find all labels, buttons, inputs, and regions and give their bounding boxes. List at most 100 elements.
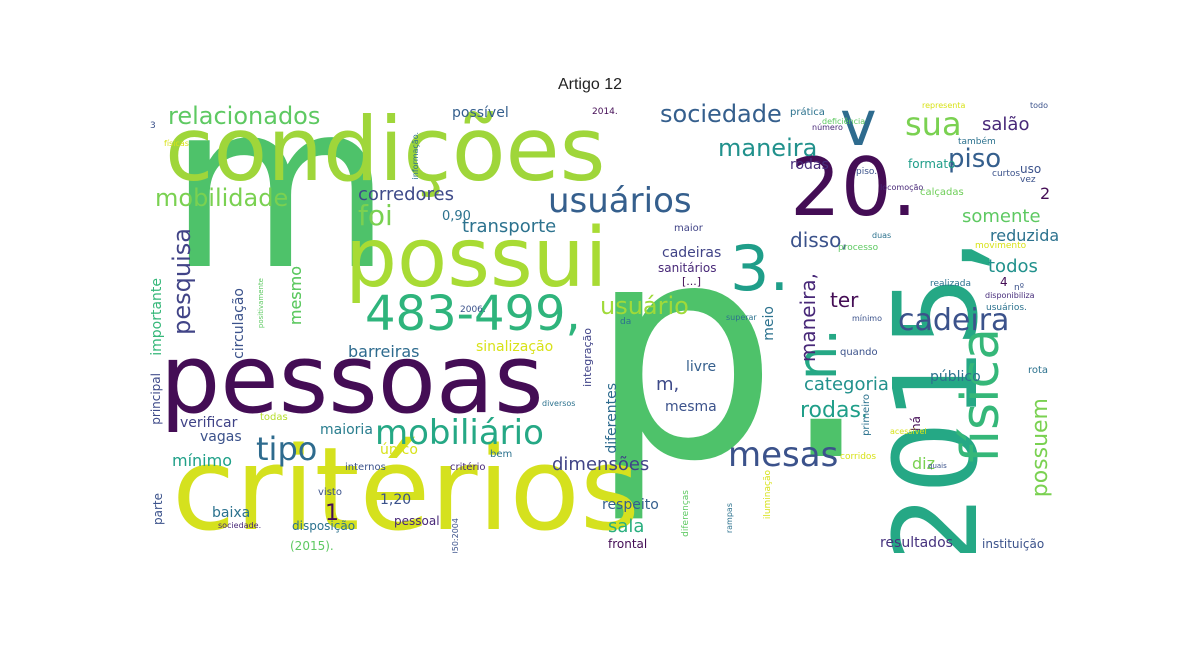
word-79: quando bbox=[840, 347, 878, 358]
word-28: possuem bbox=[1028, 398, 1053, 498]
word-77: frontal bbox=[608, 537, 648, 551]
word-96: 4 bbox=[1000, 275, 1008, 289]
word-90: todas bbox=[260, 412, 288, 423]
word-42: diz bbox=[912, 454, 935, 473]
word-82: maior bbox=[674, 223, 703, 234]
word-50: maioria bbox=[320, 422, 373, 438]
word-25: foi bbox=[358, 199, 393, 232]
word-53: respeito bbox=[602, 497, 659, 513]
word-63: cadeiras bbox=[662, 245, 722, 261]
word-122: acessível bbox=[890, 427, 927, 436]
word-52: sala bbox=[608, 516, 645, 537]
word-1: m bbox=[168, 98, 393, 321]
word-109: corridos bbox=[840, 452, 877, 462]
word-44: sinalização bbox=[476, 339, 554, 355]
word-119: físicas bbox=[164, 139, 189, 148]
word-17: cadeira bbox=[898, 303, 1010, 338]
word-cloud: m p. critérios condições pessoas possui 2015, 2… bbox=[150, 98, 1060, 553]
word-2: p. bbox=[588, 178, 874, 527]
word-103: vez bbox=[1020, 175, 1036, 185]
word-124: positivamente bbox=[257, 278, 265, 329]
word-117: sociedade. bbox=[218, 521, 262, 530]
word-32: somente bbox=[962, 206, 1041, 227]
word-16: mesas bbox=[728, 435, 839, 475]
word-100: duas bbox=[872, 231, 892, 240]
word-21: sociedade bbox=[660, 100, 782, 128]
word-92: critério bbox=[450, 462, 486, 473]
word-29: corredores bbox=[358, 184, 454, 205]
word-67: possível bbox=[452, 105, 509, 121]
word-121: deficiência bbox=[822, 117, 866, 126]
word-93: internos bbox=[345, 462, 386, 473]
word-38: maneira, bbox=[796, 273, 820, 363]
word-120: informação. bbox=[411, 132, 420, 180]
word-37: ter bbox=[830, 288, 859, 312]
word-55: instituição bbox=[982, 537, 1045, 551]
word-62: público bbox=[930, 369, 981, 385]
word-89: visto bbox=[318, 487, 342, 498]
word-61: livre bbox=[686, 359, 717, 375]
word-39: categoria bbox=[804, 374, 889, 395]
word-74: disposição bbox=[292, 519, 356, 533]
word-33: reduzida. bbox=[990, 226, 1060, 245]
word-85: prática bbox=[790, 107, 825, 118]
word-88: [...] bbox=[682, 275, 702, 288]
word-64: sanitários bbox=[658, 261, 717, 275]
word-58: 1 bbox=[325, 501, 339, 526]
word-47: importante bbox=[150, 278, 165, 356]
word-116: 9050:2004 bbox=[451, 518, 460, 553]
word-20: mobilidade bbox=[155, 184, 289, 212]
word-75: principal bbox=[150, 373, 163, 425]
word-104: curtos bbox=[992, 169, 1021, 179]
word-70: integração bbox=[581, 328, 594, 387]
word-108: todo bbox=[1030, 101, 1049, 110]
word-80: mesmo bbox=[286, 266, 305, 326]
word-112: primeiro bbox=[861, 394, 872, 436]
word-26: usuário bbox=[600, 292, 689, 320]
word-128: da bbox=[620, 317, 632, 327]
word-113: diferenças bbox=[681, 490, 691, 537]
word-6: possui bbox=[345, 211, 608, 306]
word-18: tipo bbox=[256, 430, 318, 468]
word-10: 3. bbox=[730, 232, 790, 305]
word-60: mesma bbox=[665, 399, 717, 415]
word-69: diferentes bbox=[604, 383, 620, 454]
word-101: processo bbox=[838, 243, 879, 253]
word-76: parte bbox=[151, 493, 165, 525]
word-115: iluminação bbox=[763, 470, 773, 520]
word-48: vagas bbox=[200, 429, 242, 445]
word-34: 2 bbox=[1040, 184, 1051, 203]
word-27: pesquisa bbox=[168, 228, 196, 335]
word-23: piso bbox=[948, 144, 1002, 174]
word-35: disso, bbox=[790, 228, 848, 252]
word-19: relacionados bbox=[168, 102, 321, 130]
word-5: pessoas bbox=[160, 325, 544, 435]
word-114: rampas bbox=[725, 503, 734, 534]
word-105: também bbox=[958, 137, 996, 147]
word-40: rodas. bbox=[800, 398, 868, 423]
word-57: 1,20 bbox=[380, 492, 412, 508]
word-56: baixa bbox=[212, 505, 251, 521]
word-126: locomoção bbox=[880, 183, 924, 192]
word-68: 0,90 bbox=[442, 209, 471, 224]
word-83: formato bbox=[908, 157, 956, 171]
word-65: rodas bbox=[790, 157, 829, 173]
word-30: transporte bbox=[462, 216, 557, 237]
word-3: critérios bbox=[172, 423, 640, 553]
word-36: todos bbox=[988, 256, 1038, 277]
word-13: física bbox=[951, 328, 1011, 463]
word-86: 2014. bbox=[592, 107, 618, 117]
word-15: usuários bbox=[548, 181, 692, 221]
word-78: (2015). bbox=[290, 539, 334, 553]
word-94: diversos bbox=[542, 399, 576, 408]
word-95: realizada bbox=[930, 279, 972, 289]
word-102: movimento bbox=[975, 241, 1027, 251]
word-14: mobiliário bbox=[375, 413, 544, 453]
word-127: 3 bbox=[150, 121, 156, 131]
word-54: resultados bbox=[880, 535, 953, 551]
word-24: maneira bbox=[718, 134, 818, 162]
word-43: barreiras bbox=[348, 342, 420, 361]
word-41: dimensões bbox=[552, 454, 650, 475]
word-31: salão bbox=[982, 114, 1030, 135]
word-49: mínimo bbox=[172, 451, 232, 470]
